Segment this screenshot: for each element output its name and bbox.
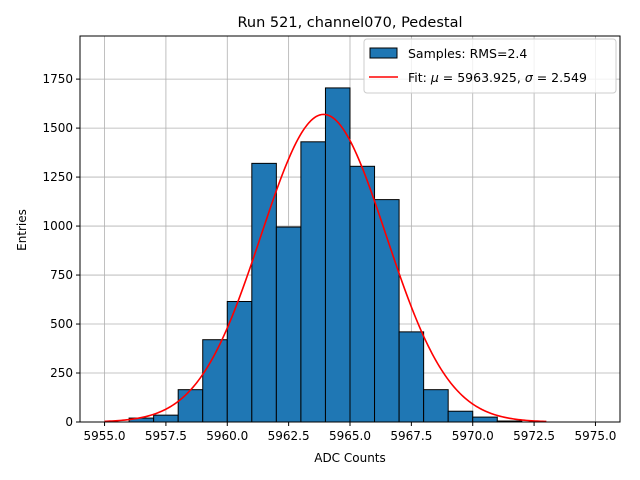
y-axis-label: Entries — [15, 209, 29, 251]
histogram-bar — [275, 226, 302, 423]
x-tick-label: 5972.5 — [513, 429, 555, 443]
legend: Samples: RMS=2.4 Fit: μ = 5963.925, σ = … — [363, 38, 617, 94]
y-tick-label: 250 — [50, 366, 73, 380]
y-tick-label: 1750 — [42, 72, 73, 86]
fit-curve-layer — [104, 113, 547, 423]
histogram-bar — [447, 410, 474, 423]
chart-title: Run 521, channel070, Pedestal — [237, 15, 462, 31]
y-tick-label: 1500 — [42, 121, 73, 135]
fit-curve — [104, 113, 547, 423]
legend-fit-prefix: Fit: — [408, 70, 431, 85]
x-tick-label: 5967.5 — [390, 429, 432, 443]
y-tick-label: 500 — [50, 317, 73, 331]
y-tick-label: 1000 — [42, 219, 73, 233]
legend-fit-sigma-symbol: σ — [525, 70, 534, 85]
legend-fit-mu-value: = 5963.925, — [439, 70, 525, 85]
y-tick-label: 1250 — [42, 170, 73, 184]
legend-box — [363, 38, 617, 94]
legend-fit-sigma-value: = 2.549 — [533, 70, 587, 85]
x-tick-label: 5962.5 — [268, 429, 310, 443]
x-axis-label: ADC Counts — [314, 451, 386, 465]
y-tick-label: 0 — [65, 415, 73, 429]
histogram-bar — [300, 141, 326, 423]
x-axis-ticks: 5955.0 5957.5 5960.0 5962.5 5965.0 5967.5 5970… — [84, 422, 616, 443]
x-tick-label: 5975.0 — [574, 429, 616, 443]
legend-fit-mu-symbol: μ — [430, 70, 439, 85]
y-axis-ticks: 0 250 500 750 1000 1250 1500 1750 — [42, 72, 80, 429]
histogram-bar — [374, 199, 400, 423]
legend-fit-label: Fit: μ = 5963.925, σ = 2.549 — [408, 70, 587, 85]
histogram-bar — [472, 416, 498, 423]
legend-histogram-label: Samples: RMS=2.4 — [408, 46, 527, 61]
histogram-bar — [349, 165, 376, 423]
x-tick-label: 5960.0 — [206, 429, 248, 443]
y-tick-label: 750 — [50, 268, 73, 282]
legend-histogram-swatch — [369, 47, 398, 59]
x-tick-label: 5970.0 — [452, 429, 494, 443]
histogram-bar — [423, 389, 449, 423]
x-tick-label: 5965.0 — [329, 429, 371, 443]
histogram-bar — [398, 331, 425, 423]
histogram-bar — [324, 87, 351, 423]
x-tick-label: 5955.0 — [84, 429, 126, 443]
histogram-bar — [202, 339, 228, 423]
histogram-bar — [177, 389, 204, 423]
histogram-bar — [251, 162, 277, 423]
histogram-bar — [226, 300, 253, 423]
histogram-bar — [153, 414, 179, 423]
x-tick-label: 5957.5 — [145, 429, 187, 443]
